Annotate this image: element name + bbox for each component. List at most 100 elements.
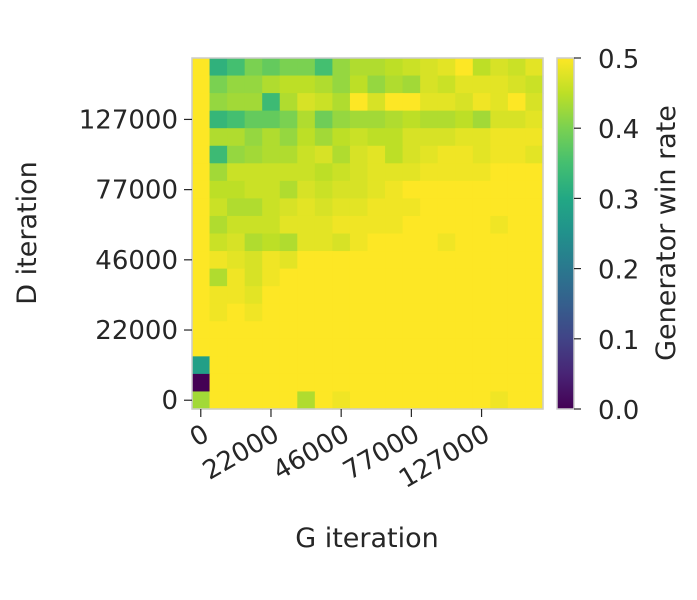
heatmap-cell bbox=[349, 75, 369, 94]
heatmap-cell bbox=[227, 303, 246, 322]
heatmap-cell bbox=[455, 93, 474, 112]
heatmap-cell bbox=[525, 110, 544, 129]
heatmap-cell bbox=[507, 180, 527, 199]
heatmap-cell bbox=[455, 198, 474, 217]
heatmap-cell bbox=[332, 233, 351, 252]
heatmap-cell bbox=[297, 110, 316, 129]
heatmap-cell bbox=[244, 233, 263, 252]
x-tick-label: 0 bbox=[185, 419, 214, 453]
heatmap-cell bbox=[209, 58, 228, 77]
heatmap-cell bbox=[262, 128, 281, 147]
heatmap-cell bbox=[227, 145, 246, 164]
heatmap-cell bbox=[227, 356, 246, 375]
colorbar-tick-label: 0.5 bbox=[598, 45, 639, 75]
heatmap-cell bbox=[437, 338, 456, 357]
heatmap-cell bbox=[332, 373, 351, 393]
heatmap-cell bbox=[262, 110, 281, 129]
heatmap-cell bbox=[314, 75, 333, 94]
heatmap-cell bbox=[349, 251, 369, 270]
heatmap-cell bbox=[314, 198, 333, 217]
heatmap-cell bbox=[332, 145, 351, 164]
heatmap-cell bbox=[332, 180, 351, 199]
heatmap-cell bbox=[437, 58, 456, 77]
heatmap-cell bbox=[244, 268, 263, 287]
heatmap-cell bbox=[472, 338, 491, 357]
heatmap-cell bbox=[437, 251, 456, 270]
heatmap-cell bbox=[262, 321, 281, 340]
heatmap-cell bbox=[385, 58, 404, 77]
heatmap-cell bbox=[244, 356, 263, 375]
heatmap-cell bbox=[262, 391, 281, 410]
heatmap-cell bbox=[314, 110, 333, 129]
heatmap-cell bbox=[455, 251, 474, 270]
colorbar-tick-label: 0.4 bbox=[598, 115, 639, 145]
heatmap-cell bbox=[349, 145, 369, 164]
heatmap-cell bbox=[490, 303, 509, 322]
heatmap-cell bbox=[420, 233, 439, 252]
heatmap-cell bbox=[332, 75, 351, 94]
heatmap-cell bbox=[279, 321, 298, 340]
heatmap-cell bbox=[192, 268, 211, 287]
heatmap-cell bbox=[385, 373, 404, 393]
heatmap-cell bbox=[490, 180, 509, 199]
heatmap-cell bbox=[367, 373, 386, 393]
heatmap-cell bbox=[402, 303, 421, 322]
heatmap-cell bbox=[385, 75, 404, 94]
heatmap-cell bbox=[244, 75, 263, 94]
heatmap-cell bbox=[332, 251, 351, 270]
heatmap-cell bbox=[192, 215, 211, 235]
heatmap-cell bbox=[420, 373, 439, 393]
heatmap-cell bbox=[507, 145, 527, 164]
heatmap-cell bbox=[455, 128, 474, 147]
heatmap-cell bbox=[262, 180, 281, 199]
heatmap-cell bbox=[227, 391, 246, 410]
heatmap-cell bbox=[192, 128, 211, 147]
heatmap-cell bbox=[455, 58, 474, 77]
heatmap-cell bbox=[367, 286, 386, 305]
heatmap-cell bbox=[279, 58, 298, 77]
y-tick-label: 77000 bbox=[95, 176, 178, 206]
heatmap-cell bbox=[437, 163, 456, 182]
heatmap-cell bbox=[455, 391, 474, 410]
heatmap-cell bbox=[349, 373, 369, 393]
heatmap-cells bbox=[192, 58, 544, 410]
heatmap-cell bbox=[507, 286, 527, 305]
heatmap-cell bbox=[525, 180, 544, 199]
heatmap-cell bbox=[472, 233, 491, 252]
heatmap-cell bbox=[192, 391, 211, 410]
heatmap-cell bbox=[402, 356, 421, 375]
heatmap-cell bbox=[437, 373, 456, 393]
heatmap-cell bbox=[490, 145, 509, 164]
heatmap-cell bbox=[420, 286, 439, 305]
heatmap-cell bbox=[262, 75, 281, 94]
heatmap-cell bbox=[525, 268, 544, 287]
heatmap-cell bbox=[227, 163, 246, 182]
heatmap-cell bbox=[490, 163, 509, 182]
heatmap-cell bbox=[332, 286, 351, 305]
heatmap-cell bbox=[472, 286, 491, 305]
heatmap-cell bbox=[192, 75, 211, 94]
heatmap-cell bbox=[332, 391, 351, 410]
heatmap-cell bbox=[367, 163, 386, 182]
heatmap-cell bbox=[227, 338, 246, 357]
heatmap-cell bbox=[472, 303, 491, 322]
heatmap-cell bbox=[279, 356, 298, 375]
heatmap-cell bbox=[209, 303, 228, 322]
heatmap-cell bbox=[437, 215, 456, 235]
heatmap-cell bbox=[209, 198, 228, 217]
heatmap-cell bbox=[490, 198, 509, 217]
heatmap-cell bbox=[314, 180, 333, 199]
heatmap-cell bbox=[332, 268, 351, 287]
heatmap-cell bbox=[455, 321, 474, 340]
heatmap-cell bbox=[297, 215, 316, 235]
heatmap-cell bbox=[420, 321, 439, 340]
heatmap-cell bbox=[402, 338, 421, 357]
heatmap-cell bbox=[472, 145, 491, 164]
heatmap-cell bbox=[402, 286, 421, 305]
colorbar bbox=[556, 57, 575, 410]
heatmap-cell bbox=[437, 268, 456, 287]
heatmap-cell bbox=[279, 373, 298, 393]
heatmap-cell bbox=[367, 110, 386, 129]
heatmap-cell bbox=[297, 373, 316, 393]
heatmap-cell bbox=[332, 128, 351, 147]
